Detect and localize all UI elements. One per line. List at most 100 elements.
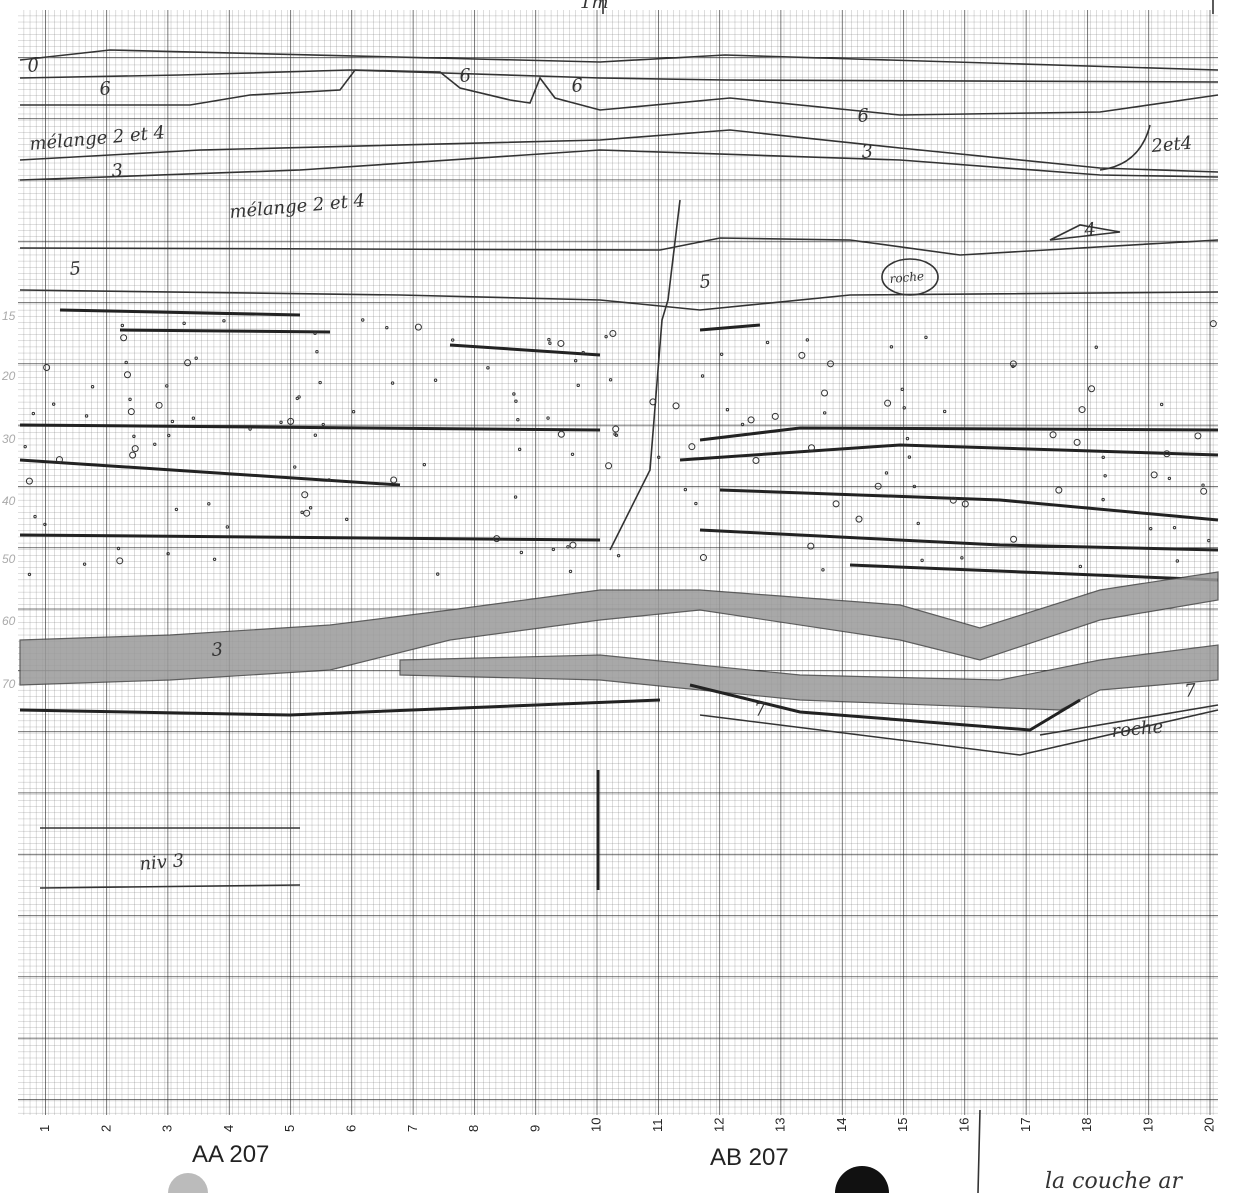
gravel bbox=[1163, 450, 1171, 458]
gravel bbox=[581, 350, 585, 355]
gravel bbox=[128, 397, 132, 402]
gravel bbox=[546, 416, 550, 420]
x-tick-label: 16 bbox=[957, 1118, 972, 1132]
x-tick-label: 3 bbox=[160, 1125, 175, 1132]
depth-label: 70 bbox=[2, 677, 16, 691]
layer-label: 5 bbox=[69, 258, 82, 280]
gravel bbox=[699, 554, 707, 562]
layer-label: roche bbox=[889, 269, 925, 286]
gravel bbox=[174, 507, 179, 512]
gravel bbox=[1207, 538, 1211, 543]
gravel bbox=[31, 411, 36, 416]
gravel bbox=[385, 325, 389, 330]
gravel bbox=[884, 399, 892, 407]
gravel bbox=[609, 330, 617, 338]
gravel bbox=[832, 500, 840, 508]
layer-label: 6 bbox=[857, 105, 870, 127]
depth-label: 15 bbox=[2, 309, 16, 323]
gravel bbox=[874, 482, 882, 490]
gravel bbox=[1101, 497, 1105, 502]
x-tick-label: 10 bbox=[589, 1118, 604, 1132]
gravel bbox=[1010, 535, 1018, 543]
gravel bbox=[649, 398, 657, 406]
gravel bbox=[884, 471, 889, 475]
gravel bbox=[433, 378, 438, 382]
gravel bbox=[570, 452, 575, 457]
gravel bbox=[345, 517, 349, 522]
x-tick-label: 18 bbox=[1079, 1118, 1094, 1132]
gravel bbox=[1200, 487, 1208, 495]
gravel bbox=[551, 547, 556, 552]
gravel bbox=[765, 340, 770, 345]
layer-label: 7 bbox=[1184, 680, 1198, 702]
gravel bbox=[153, 442, 157, 446]
gravel bbox=[608, 378, 613, 382]
gravel bbox=[486, 366, 490, 370]
gravel bbox=[295, 396, 299, 401]
gravel bbox=[1088, 385, 1096, 393]
gravel bbox=[568, 569, 573, 574]
layer-label: 6 bbox=[571, 75, 584, 97]
gravel bbox=[1172, 525, 1177, 530]
x-tick-label: 2 bbox=[98, 1125, 113, 1132]
gravel bbox=[212, 557, 217, 561]
gravel bbox=[1150, 471, 1158, 479]
gravel bbox=[390, 381, 395, 385]
layer-label: roche bbox=[1111, 717, 1164, 742]
gravel bbox=[1078, 564, 1083, 569]
gravel bbox=[182, 321, 186, 326]
gravel bbox=[616, 553, 621, 558]
gravel bbox=[1073, 438, 1081, 446]
gravel bbox=[900, 387, 905, 392]
gravel bbox=[752, 456, 760, 464]
gravel bbox=[315, 350, 319, 354]
gravel bbox=[194, 356, 198, 360]
gravel bbox=[493, 535, 501, 543]
gravel bbox=[116, 557, 124, 565]
x-tick-label: 14 bbox=[834, 1118, 849, 1132]
gravel bbox=[55, 456, 63, 464]
gravel bbox=[514, 399, 518, 403]
gravel bbox=[1201, 483, 1205, 487]
gravel bbox=[688, 443, 696, 451]
x-tick-label: 11 bbox=[650, 1119, 665, 1133]
gravel bbox=[798, 351, 806, 359]
gravel-dots bbox=[23, 318, 1217, 577]
gravel bbox=[920, 558, 924, 563]
gravel bbox=[129, 451, 137, 459]
gravel bbox=[222, 319, 226, 323]
layer-label: 6 bbox=[459, 65, 472, 87]
depth-label: 50 bbox=[2, 552, 16, 566]
gravel bbox=[27, 572, 32, 577]
gravel bbox=[155, 401, 163, 409]
gravel bbox=[683, 487, 688, 492]
layer-label: 3 bbox=[211, 639, 224, 661]
gravel bbox=[1055, 486, 1063, 494]
gravel bbox=[43, 522, 47, 527]
gravel bbox=[924, 335, 928, 340]
x-tick-label: 5 bbox=[282, 1125, 297, 1132]
gravel bbox=[303, 509, 311, 517]
layer-label: 7 bbox=[754, 699, 768, 721]
depth-label: 20 bbox=[1, 369, 16, 383]
layer-label: niv 3 bbox=[139, 850, 185, 875]
gravel bbox=[165, 384, 169, 388]
gravel bbox=[604, 334, 608, 339]
gravel bbox=[1194, 432, 1202, 440]
gravel bbox=[436, 572, 440, 576]
gravel bbox=[124, 360, 128, 365]
gravel bbox=[313, 433, 318, 437]
gravel bbox=[132, 434, 136, 439]
gravel bbox=[51, 402, 56, 406]
gravel bbox=[300, 510, 304, 515]
gravel bbox=[827, 360, 835, 368]
gravel bbox=[960, 556, 964, 560]
stamp bbox=[168, 1173, 208, 1193]
gravel bbox=[1209, 320, 1217, 328]
gravel bbox=[822, 411, 827, 415]
note: la couche ar bbox=[1045, 1169, 1184, 1193]
gravel bbox=[907, 455, 912, 459]
gravel bbox=[90, 385, 95, 389]
gravel bbox=[855, 515, 863, 523]
